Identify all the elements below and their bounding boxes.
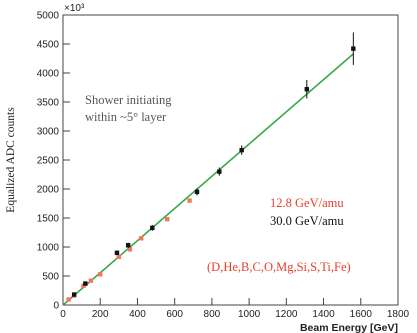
y-tick-label: 2500 (37, 156, 60, 167)
data-point (81, 283, 86, 289)
x-tick-label: 1600 (350, 309, 373, 320)
x-axis-tick-labels: 0 200 400 600 800 1000 1200 1400 1600 1800 (60, 309, 409, 320)
x-tick-label: 600 (166, 309, 183, 320)
annotation-ion-list: (D,He,B,C,O,Mg,Si,S,Ti,Fe) (207, 260, 351, 274)
data-point (88, 278, 94, 283)
x-tick-label: 0 (60, 309, 66, 320)
data-point (150, 225, 155, 231)
y-tick-label: 500 (42, 272, 59, 283)
series-30-gev-amu (71, 32, 356, 297)
annotation-energy-black: 30.0 GeV/amu (270, 214, 344, 228)
data-point (66, 297, 71, 302)
data-point (187, 198, 192, 203)
fit-line (62, 53, 354, 306)
annotation-shower-line1: Shower initiating (85, 93, 172, 107)
y-tick-label: 0 (53, 301, 59, 312)
x-axis-ticks (62, 298, 399, 305)
y-axis-title: Equalized ADC counts (5, 107, 17, 213)
y-tick-label: 4500 (37, 40, 60, 51)
x-tick-label: 1400 (312, 309, 335, 320)
data-point (138, 236, 144, 241)
x-tick-label: 400 (129, 309, 146, 320)
data-point (351, 46, 356, 51)
x-tick-label: 1200 (275, 309, 298, 320)
data-point (127, 247, 133, 252)
data-point (125, 243, 131, 248)
y-tick-label: 5000 (37, 11, 60, 22)
x-tick-label: 200 (92, 309, 109, 320)
x-tick-label: 1000 (238, 309, 261, 320)
data-point (165, 216, 170, 222)
data-point (71, 292, 77, 297)
data-point (194, 189, 200, 195)
data-point (114, 250, 120, 255)
y-tick-label: 2000 (37, 185, 60, 196)
y-tick-label: 4000 (37, 69, 60, 80)
y-tick-label: 3500 (37, 98, 60, 109)
data-point (98, 272, 103, 277)
y-tick-label: 1000 (37, 243, 60, 254)
y-tick-label: 3000 (37, 127, 60, 138)
y-tick-label: 1500 (37, 214, 60, 225)
annotation-energy-red: 12.8 GeV/amu (270, 196, 344, 210)
data-point (304, 87, 310, 92)
data-point (217, 169, 222, 174)
data-point (239, 147, 244, 153)
data-point (116, 254, 122, 260)
y-exponent-label: ×10³ (64, 3, 85, 14)
x-axis-title: Beam Energy [GeV] (300, 322, 398, 333)
x-tick-label: 1800 (387, 309, 410, 320)
annotation-shower-line2: within ~5° layer (85, 110, 167, 124)
x-tick-label: 800 (204, 309, 221, 320)
data-point (83, 281, 88, 286)
y-axis-tick-labels: 0 500 1000 1500 2000 2500 3000 3500 4000 4500 5000 (37, 11, 60, 312)
